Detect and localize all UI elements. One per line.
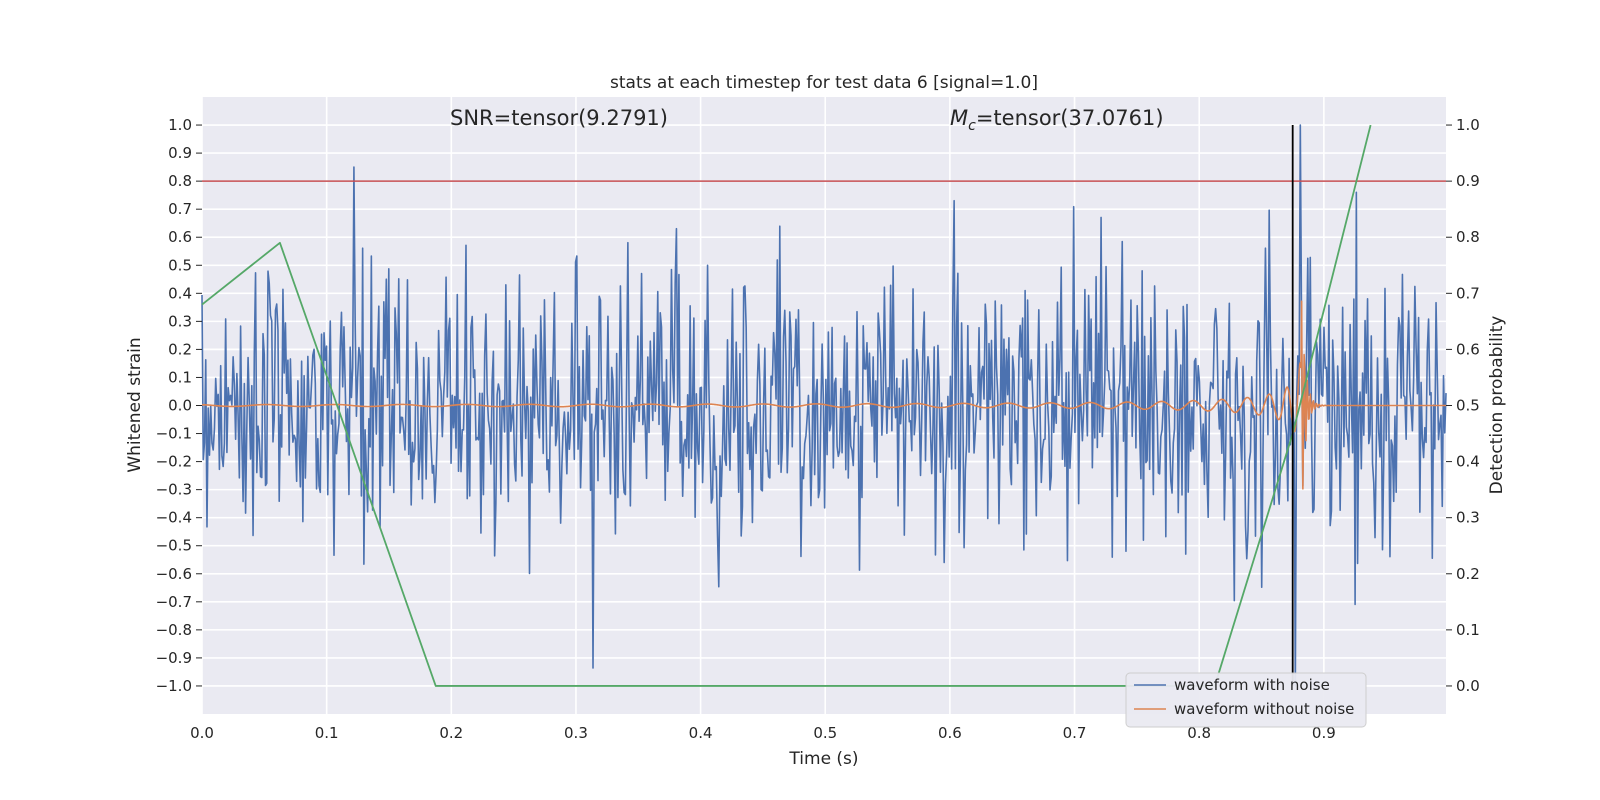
x-tick-label: 0.7 — [1063, 724, 1087, 742]
y-left-tick-label: 1.0 — [168, 116, 192, 134]
x-tick-label: 0.6 — [938, 724, 962, 742]
y-right-tick-label: 0.5 — [1456, 397, 1480, 415]
y-right-tick-label: 1.0 — [1456, 116, 1480, 134]
x-tick-label: 0.3 — [564, 724, 588, 742]
chirp-mass-annotation: Mc=tensor(37.0761) — [950, 106, 1164, 134]
y-left-tick-label: 0.5 — [168, 256, 192, 274]
y-left-tick-label: −1.0 — [156, 677, 192, 695]
x-axis-label: Time (s) — [788, 749, 858, 769]
y-left-tick-label: −0.7 — [156, 593, 192, 611]
x-tick-label: 0.2 — [439, 724, 463, 742]
series-layer — [201, 124, 1447, 687]
y-left-tick-label: 0.8 — [168, 172, 192, 190]
y-left-tick-label: −0.5 — [156, 537, 192, 555]
y-left-tick-label: 0.4 — [168, 284, 192, 302]
x-tick-label: 0.4 — [689, 724, 713, 742]
y-right-tick-label: 0.0 — [1456, 677, 1480, 695]
y-left-tick-label: −0.6 — [156, 565, 192, 583]
y-right-tick-label: 0.2 — [1456, 565, 1480, 583]
chirp-mass-symbol: M — [950, 106, 968, 130]
y-left-tick-label: 0.7 — [168, 200, 192, 218]
x-tick-label: 0.5 — [813, 724, 837, 742]
chirp-mass-value: =tensor(37.0761) — [976, 106, 1164, 130]
y-left-tick-label: 0.9 — [168, 144, 192, 162]
y-left-tick-label: 0.2 — [168, 340, 192, 358]
y-right-tick-label: 0.6 — [1456, 340, 1480, 358]
legend-label-waveform-with-noise: waveform with noise — [1174, 676, 1330, 694]
snr-annotation: SNR=tensor(9.2791) — [450, 106, 668, 130]
x-tick-label: 0.0 — [190, 724, 214, 742]
y-left-tick-label: −0.8 — [156, 621, 192, 639]
y-left-tick-label: 0.1 — [168, 368, 192, 386]
y-left-tick-label: −0.3 — [156, 481, 192, 499]
x-tick-label: 0.1 — [315, 724, 339, 742]
series-waveform-with-noise — [201, 124, 1447, 687]
ticks: 0.0 0.1 0.2 0.3 0.4 0.5 0.6 0.7 0.8 0.9 1.0 0.9 0.8 0… — [156, 116, 1480, 742]
y-right-tick-label: 0.3 — [1456, 509, 1480, 527]
y-axis-left-label: Whitened strain — [125, 337, 145, 472]
y-right-tick-label: 0.9 — [1456, 172, 1480, 190]
x-tick-label: 0.8 — [1187, 724, 1211, 742]
series-waveform-without-noise — [201, 300, 1447, 490]
y-left-tick-label: 0.0 — [168, 397, 192, 415]
y-left-tick-label: −0.2 — [156, 453, 192, 471]
chirp-mass-subscript: c — [968, 118, 976, 134]
y-right-tick-label: 0.7 — [1456, 284, 1480, 302]
y-right-tick-label: 0.8 — [1456, 228, 1480, 246]
y-right-tick-label: 0.1 — [1456, 621, 1480, 639]
y-left-tick-label: −0.9 — [156, 649, 192, 667]
x-tick-label: 0.9 — [1312, 724, 1336, 742]
legend: waveform with noise waveform without noi… — [1125, 672, 1367, 728]
legend-box — [1125, 672, 1367, 728]
legend-label-waveform-without-noise: waveform without noise — [1174, 700, 1354, 718]
y-axis-right-label: Detection probability — [1487, 316, 1507, 495]
y-left-tick-label: −0.4 — [156, 509, 192, 527]
y-right-tick-label: 0.4 — [1456, 453, 1480, 471]
y-left-tick-label: 0.3 — [168, 312, 192, 330]
y-left-tick-label: −0.1 — [156, 425, 192, 443]
chart-title: stats at each timestep for test data 6 [… — [610, 73, 1038, 93]
y-left-tick-label: 0.6 — [168, 228, 192, 246]
